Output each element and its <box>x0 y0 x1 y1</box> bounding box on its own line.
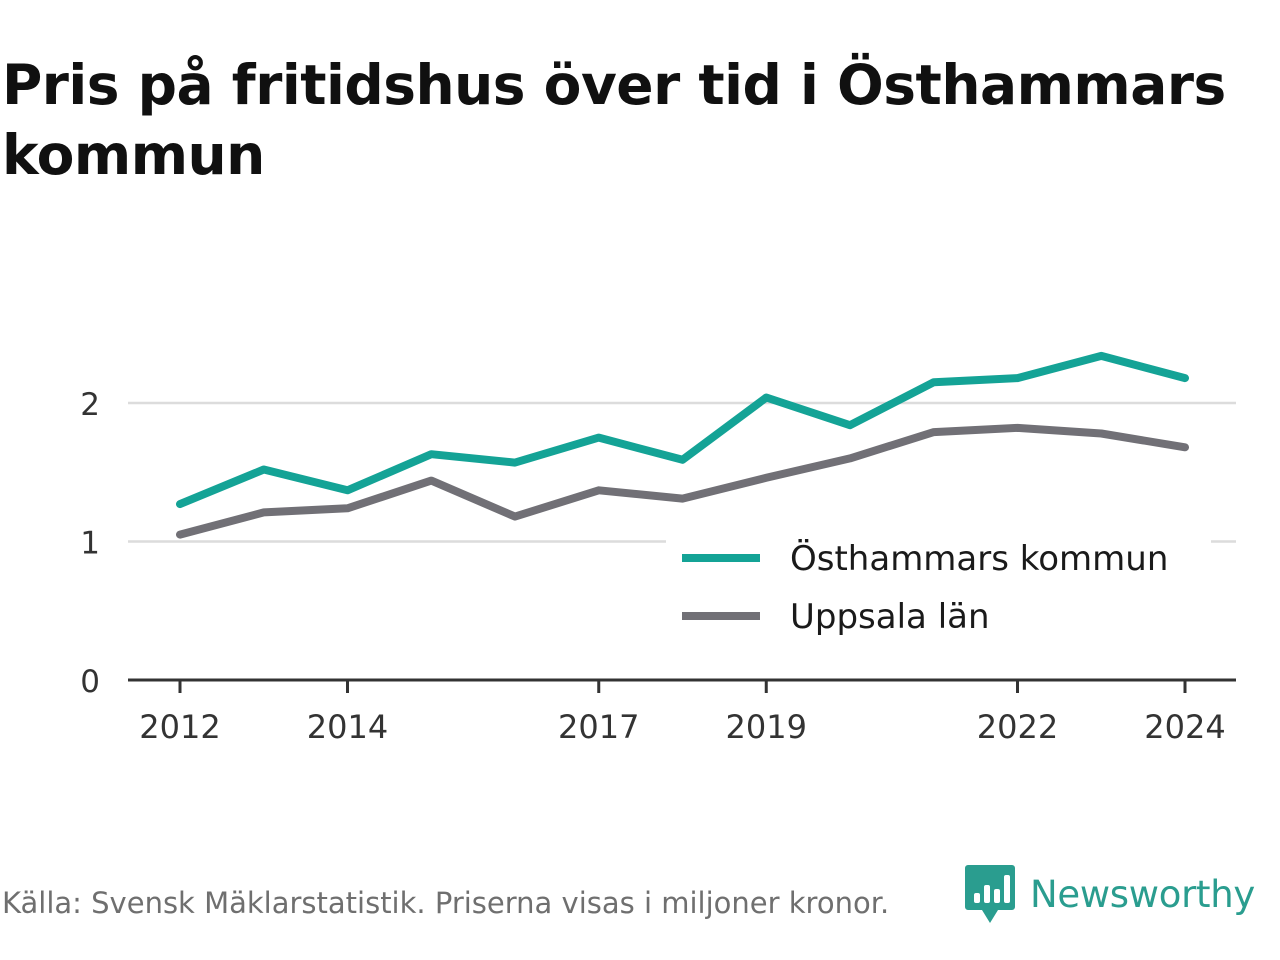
x-tick-label: 2012 <box>139 708 220 746</box>
brand-name: Newsworthy <box>1030 872 1255 916</box>
x-tick-label: 2024 <box>1144 708 1225 746</box>
x-tick-label: 2022 <box>977 708 1058 746</box>
y-tick-label: 1 <box>80 526 100 562</box>
x-tick-label: 2017 <box>558 708 639 746</box>
x-tick-label: 2014 <box>307 708 388 746</box>
chart-title: Pris på fritidshus över tid i Östhammars… <box>2 53 1226 187</box>
source-note: Källa: Svensk Mäklarstatistik. Priserna … <box>2 886 890 920</box>
y-tick-label: 2 <box>80 387 100 423</box>
series-lines <box>176 351 1189 539</box>
x-tick-label: 2019 <box>726 708 807 746</box>
brand-logo: Newsworthy <box>964 862 1255 926</box>
series-line-1 <box>176 423 1189 539</box>
legend-label: Östhammars kommun <box>790 538 1168 579</box>
series-line-0 <box>176 351 1189 509</box>
y-tick-label: 0 <box>80 664 100 700</box>
legend-label: Uppsala län <box>790 597 990 637</box>
legend: Östhammars kommun Uppsala län <box>666 538 1211 652</box>
bar-chart-speech-bubble-icon <box>965 865 1015 923</box>
gridlines <box>128 401 1236 543</box>
axes: 0 1 2 2012 2014 2017 2019 2022 2024 <box>80 387 1236 746</box>
